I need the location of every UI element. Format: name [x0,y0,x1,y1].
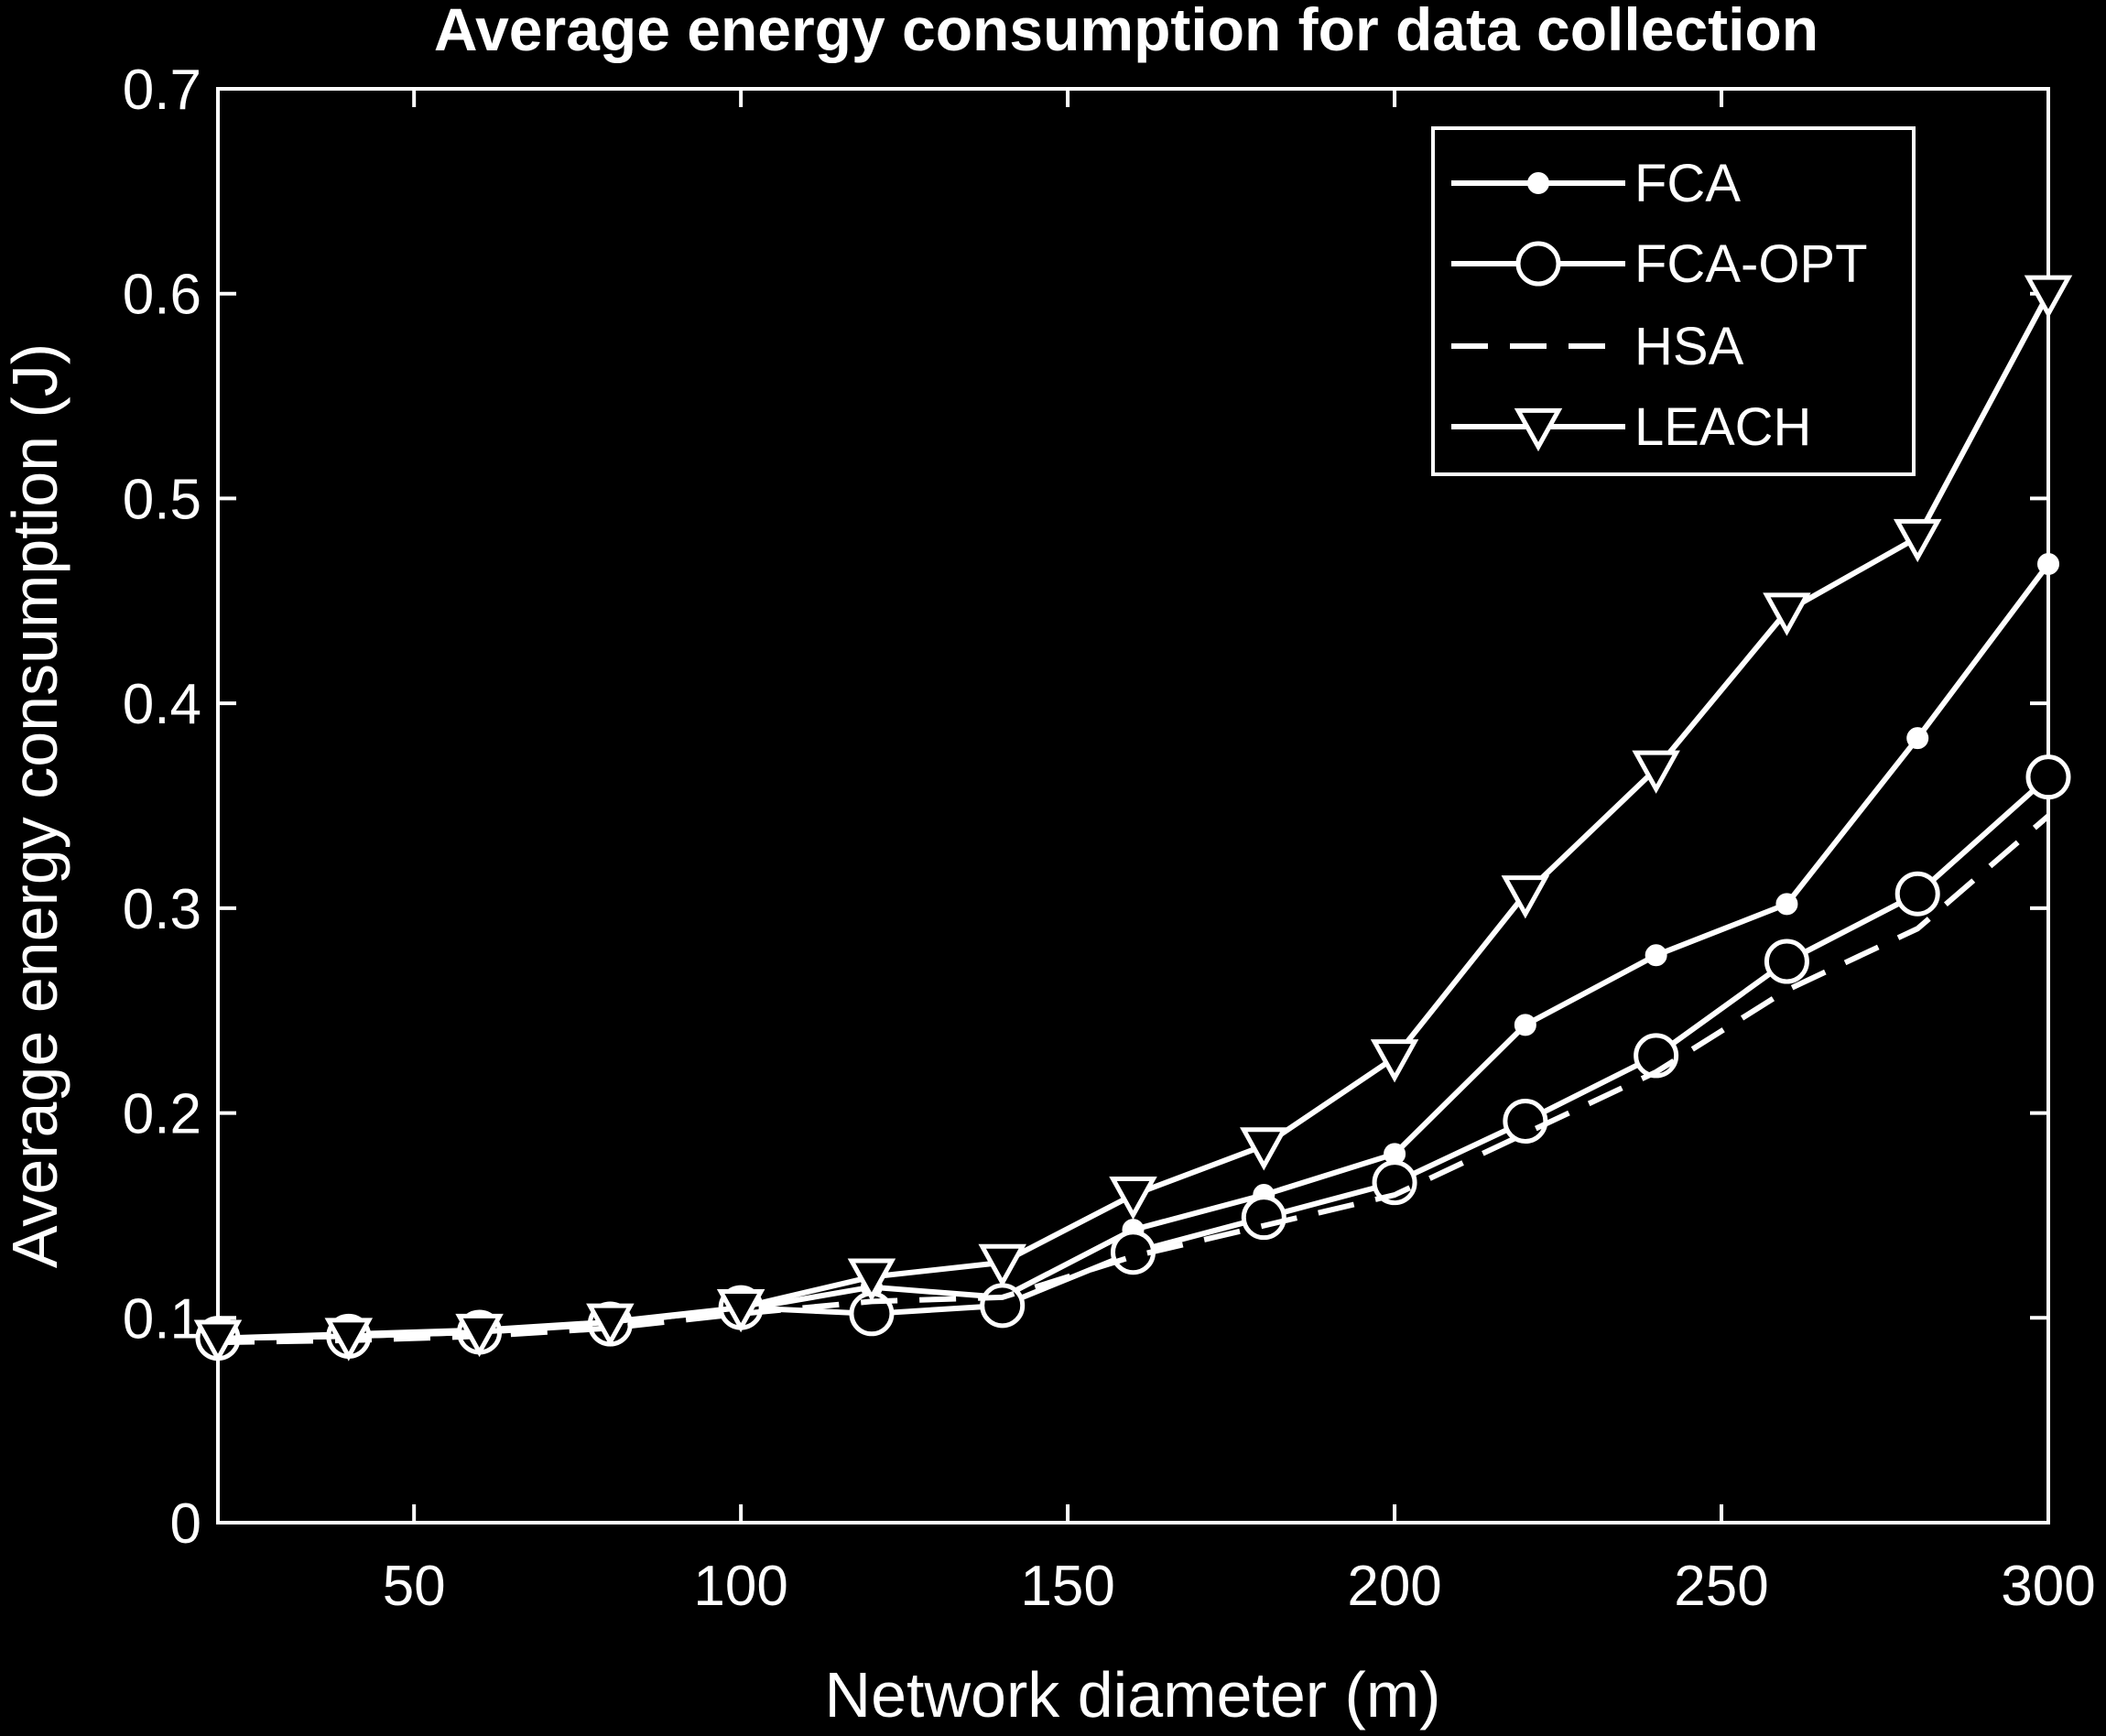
data-point-leach [1763,592,1811,636]
legend-item-fca: FCA [1451,154,1741,213]
data-point-leach [1370,1039,1419,1083]
y-tick-label: 0.2 [123,1083,201,1146]
plot-area-frame [216,87,2050,1524]
legend-label-fca: FCA [1634,154,1741,213]
series-line-hsa [217,813,2050,1346]
data-point-leach [1240,1127,1288,1171]
legend-item-leach: LEACH [1451,397,1811,457]
data-point-leach [1632,750,1680,794]
data-point-fca [1645,944,1667,967]
y-tick-label: 0.4 [123,673,201,736]
legend-label-hsa: HSA [1634,317,1744,376]
legend-label-leach: LEACH [1634,397,1811,457]
data-point-fca [2037,553,2059,576]
x-tick-label: 200 [1347,1555,1441,1618]
x-axis-label: Network diameter (m) [825,1659,1441,1731]
chart-title: Average energy consumption for data coll… [434,0,1818,63]
data-point-leach [716,1289,765,1333]
legend-marker-fca-opt [1515,241,1561,287]
data-point-fca-opt [1503,1099,1548,1145]
series-hsa [217,813,2050,1346]
series-layer [193,275,2073,1363]
data-point-leach [455,1313,504,1358]
y-tick-label: 0.1 [123,1287,201,1351]
legend-items: FCA FCA-OPT HSA LEACH [1451,154,1868,457]
data-point-leach [978,1243,1026,1288]
data-point-fca-opt [1894,871,1940,917]
y-tick-label: 0.5 [123,468,201,531]
data-point-leach [1501,875,1550,919]
series-fca-opt [195,754,2071,1362]
y-axis-label: Average energy consumption (J) [0,343,71,1268]
data-point-leach [847,1258,896,1302]
x-tick-label: 250 [1674,1555,1768,1618]
data-point-fca [1514,1014,1536,1036]
data-point-fca-opt [980,1283,1026,1329]
y-tick-label: 0 [170,1492,201,1556]
legend: FCA FCA-OPT HSA LEACH [1431,126,1916,476]
data-point-fca [1906,727,1929,750]
y-tick-label: 0.7 [123,59,201,122]
x-tick-label: 150 [1020,1555,1114,1618]
legend-marker-leach [1514,407,1563,452]
x-axis-ticks: 50 100 150 200 250 300 [383,89,2096,1618]
data-point-fca-opt [1241,1195,1286,1241]
data-point-leach [324,1318,374,1362]
x-tick-label: 300 [2001,1555,2095,1618]
x-tick-label: 100 [693,1555,787,1618]
data-point-leach [1893,518,1942,563]
data-point-leach [193,1319,243,1363]
legend-label-fca-opt: FCA-OPT [1634,234,1868,294]
y-tick-label: 0.6 [123,264,201,327]
legend-item-fca-opt: FCA-OPT [1451,234,1868,294]
data-point-leach [586,1303,635,1347]
legend-marker-fca [1527,172,1549,194]
data-point-leach [1109,1176,1157,1221]
legend-item-hsa: HSA [1451,317,1744,376]
data-point-fca-opt [2025,754,2071,800]
y-tick-label: 0.3 [123,878,201,941]
series-leach [193,275,2073,1363]
data-point-fca-opt [1764,939,1809,984]
x-tick-label: 50 [383,1555,446,1618]
data-point-leach [2024,275,2073,319]
y-axis-ticks: 0 0.1 0.2 0.3 0.4 0.5 0.6 0.7 [123,59,2048,1556]
data-point-fca [1775,893,1798,916]
